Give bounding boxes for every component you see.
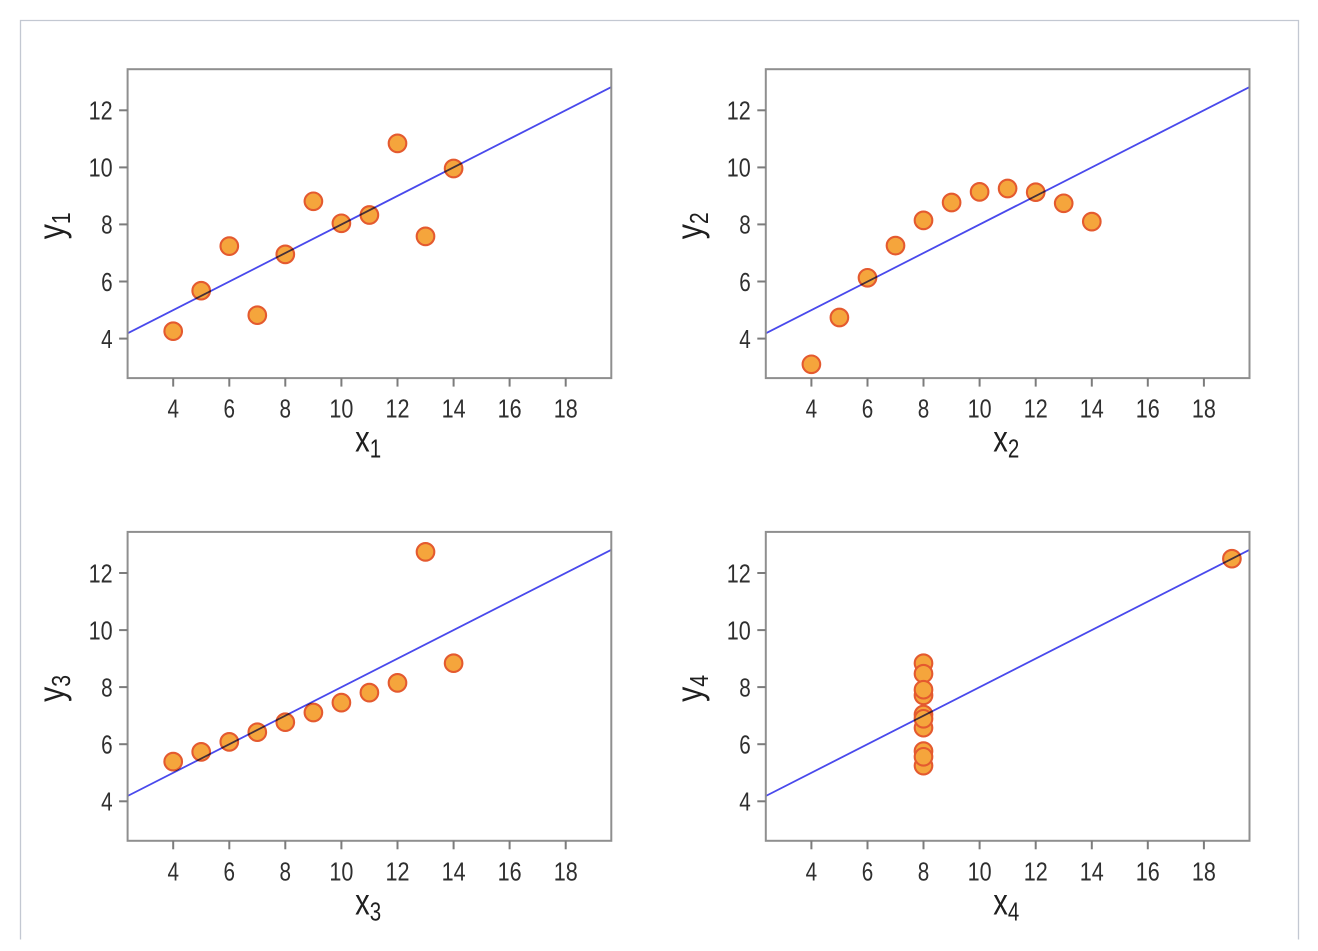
svg-text:14: 14 [442, 394, 466, 424]
svg-text:6: 6 [101, 730, 113, 760]
svg-text:4: 4 [167, 394, 179, 424]
svg-text:12: 12 [386, 394, 410, 424]
svg-text:x2: x2 [993, 419, 1019, 464]
svg-text:18: 18 [1192, 856, 1216, 886]
svg-text:y2: y2 [669, 212, 714, 239]
svg-text:8: 8 [101, 210, 113, 240]
svg-text:6: 6 [224, 394, 236, 424]
svg-text:6: 6 [739, 267, 751, 297]
svg-text:10: 10 [727, 615, 751, 645]
svg-text:8: 8 [101, 672, 113, 702]
svg-text:10: 10 [727, 153, 751, 183]
svg-text:6: 6 [862, 394, 874, 424]
svg-text:4: 4 [739, 324, 751, 354]
svg-text:14: 14 [1080, 394, 1104, 424]
svg-text:12: 12 [1024, 394, 1048, 424]
svg-text:18: 18 [554, 856, 578, 886]
svg-text:8: 8 [918, 856, 930, 886]
svg-text:4: 4 [806, 394, 818, 424]
svg-text:16: 16 [1136, 394, 1160, 424]
svg-text:10: 10 [968, 856, 992, 886]
svg-text:y4: y4 [669, 675, 714, 702]
svg-text:12: 12 [386, 856, 410, 886]
svg-text:12: 12 [89, 96, 113, 126]
svg-text:18: 18 [1192, 394, 1216, 424]
svg-text:10: 10 [329, 856, 353, 886]
svg-text:x4: x4 [993, 881, 1019, 926]
svg-text:12: 12 [1024, 856, 1048, 886]
svg-text:4: 4 [101, 324, 113, 354]
svg-text:8: 8 [280, 856, 292, 886]
svg-text:4: 4 [806, 856, 818, 886]
svg-text:6: 6 [862, 856, 874, 886]
svg-text:16: 16 [498, 856, 522, 886]
svg-text:4: 4 [739, 787, 751, 817]
svg-text:10: 10 [329, 394, 353, 424]
svg-text:6: 6 [224, 856, 236, 886]
svg-text:x3: x3 [355, 881, 381, 926]
svg-text:14: 14 [442, 856, 466, 886]
svg-text:12: 12 [727, 558, 751, 588]
svg-text:16: 16 [498, 394, 522, 424]
svg-text:18: 18 [554, 394, 578, 424]
svg-text:10: 10 [968, 394, 992, 424]
svg-text:16: 16 [1136, 856, 1160, 886]
svg-text:y3: y3 [31, 675, 76, 702]
svg-text:14: 14 [1080, 856, 1104, 886]
svg-text:4: 4 [167, 856, 179, 886]
svg-text:8: 8 [280, 394, 292, 424]
svg-text:y1: y1 [31, 212, 76, 239]
svg-text:12: 12 [727, 96, 751, 126]
svg-text:10: 10 [89, 153, 113, 183]
svg-text:4: 4 [101, 787, 113, 817]
svg-text:8: 8 [739, 672, 751, 702]
svg-text:x1: x1 [355, 419, 381, 464]
svg-text:8: 8 [739, 210, 751, 240]
svg-text:6: 6 [739, 730, 751, 760]
svg-text:8: 8 [918, 394, 930, 424]
svg-text:12: 12 [89, 558, 113, 588]
svg-text:6: 6 [101, 267, 113, 297]
svg-text:10: 10 [89, 615, 113, 645]
